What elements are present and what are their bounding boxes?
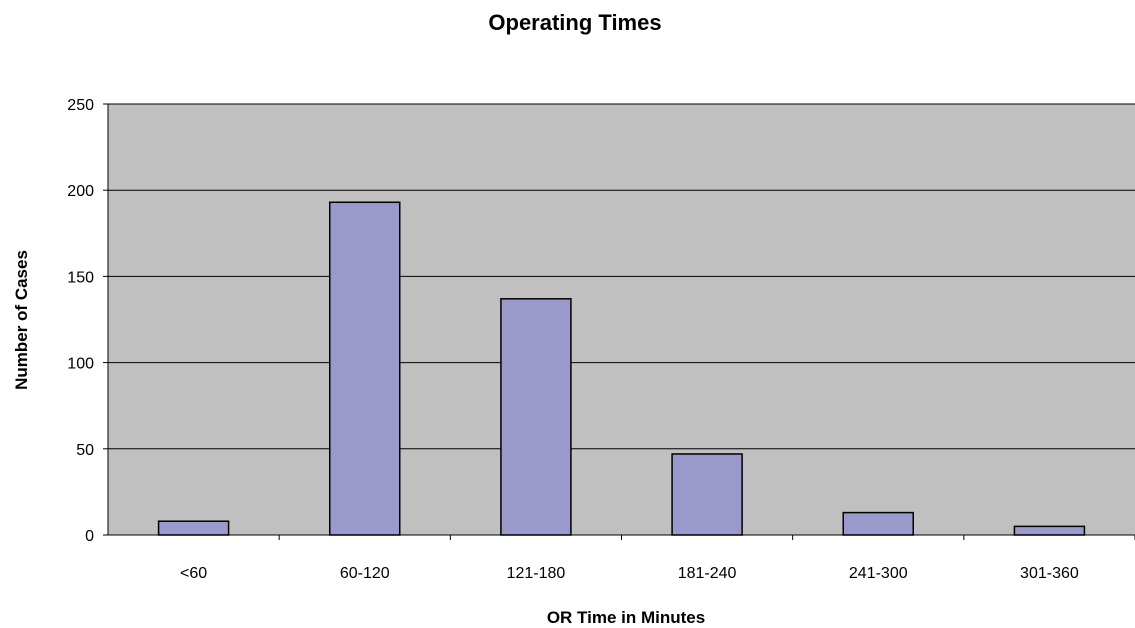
x-tick-label: 301-360: [1020, 565, 1079, 582]
bar: [329, 201, 401, 536]
bar: [671, 453, 743, 536]
bar: [500, 298, 572, 536]
chart-title: Operating Times: [488, 10, 661, 35]
x-tick-label: 181-240: [678, 565, 737, 582]
y-tick-label: 0: [85, 528, 94, 545]
x-axis-ticks: <60 60-120 121-180 181-240 241-300 301-360: [180, 535, 1135, 582]
x-tick-label: 121-180: [507, 565, 566, 582]
x-axis-title: OR Time in Minutes: [547, 608, 705, 627]
y-axis-ticks: 0 50 100 150 200 250: [67, 97, 108, 545]
gridlines: [108, 103, 1135, 450]
y-axis-title: Number of Cases: [12, 250, 31, 390]
bar: [157, 520, 230, 536]
plot-area: [108, 104, 1135, 535]
y-tick-label: 100: [67, 356, 94, 373]
bars: [157, 201, 1086, 536]
bar: [842, 511, 914, 536]
x-tick-label: <60: [180, 565, 207, 582]
y-tick-label: 50: [76, 442, 94, 459]
y-tick-label: 250: [67, 97, 94, 114]
y-tick-label: 200: [67, 183, 94, 200]
x-tick-label: 60-120: [340, 565, 390, 582]
y-tick-label: 150: [67, 269, 94, 286]
bar: [1013, 525, 1086, 536]
x-tick-label: 241-300: [849, 565, 908, 582]
